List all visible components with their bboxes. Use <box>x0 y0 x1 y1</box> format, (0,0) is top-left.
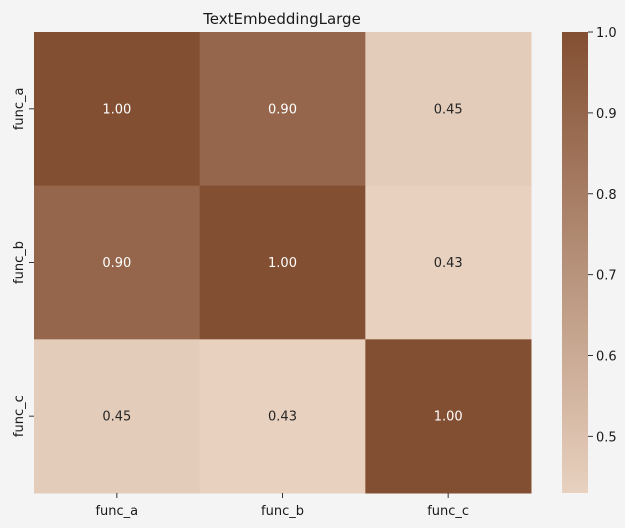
heatmap-cell <box>365 32 532 187</box>
chart-title: TextEmbeddingLarge <box>202 10 361 28</box>
colorbar-tick-label: 0.5 <box>596 430 617 445</box>
y-tick-label: func_b <box>12 241 27 284</box>
y-tick-label: func_a <box>12 87 27 130</box>
heatmap-cell <box>199 339 366 494</box>
heatmap-cells: 1.00 0.90 0.45 0.90 1.00 0.43 0.45 0.43 1.00 <box>34 32 532 494</box>
heatmap-cell <box>365 339 532 494</box>
heatmap-cell <box>365 185 532 340</box>
heatmap-cell <box>199 32 366 187</box>
y-tick-label: func_c <box>12 395 27 437</box>
cell-value-label: 0.90 <box>268 102 297 117</box>
x-tick-label: func_b <box>261 504 304 519</box>
cell-value-label: 0.43 <box>434 256 463 271</box>
heatmap-cell <box>34 32 201 187</box>
colorbar: 0.5 0.6 0.7 0.8 0.9 1.0 <box>562 26 617 493</box>
x-tick-label: func_c <box>427 504 469 519</box>
colorbar-ticks: 0.5 0.6 0.7 0.8 0.9 1.0 <box>588 26 617 445</box>
cell-value-label: 0.43 <box>268 410 297 425</box>
x-tick-label: func_a <box>95 504 138 519</box>
colorbar-tick-label: 0.6 <box>596 350 617 365</box>
y-axis: func_a func_b func_c <box>12 87 34 437</box>
colorbar-tick-label: 0.9 <box>596 107 617 122</box>
heatmap-cell <box>34 185 201 340</box>
colorbar-tick-label: 1.0 <box>596 26 617 41</box>
colorbar-tick-label: 0.8 <box>596 188 617 203</box>
cell-value-label: 1.00 <box>434 410 463 425</box>
cell-value-label: 1.00 <box>102 102 131 117</box>
cell-value-label: 0.90 <box>102 256 131 271</box>
cell-value-label: 0.45 <box>434 102 463 117</box>
x-axis: func_a func_b func_c <box>95 493 469 519</box>
cell-value-label: 0.45 <box>102 410 131 425</box>
colorbar-tick-label: 0.7 <box>596 269 617 284</box>
colorbar-gradient <box>562 32 588 493</box>
heatmap-cell <box>199 185 366 340</box>
cell-value-label: 1.00 <box>268 256 297 271</box>
heatmap-cell <box>34 339 201 494</box>
